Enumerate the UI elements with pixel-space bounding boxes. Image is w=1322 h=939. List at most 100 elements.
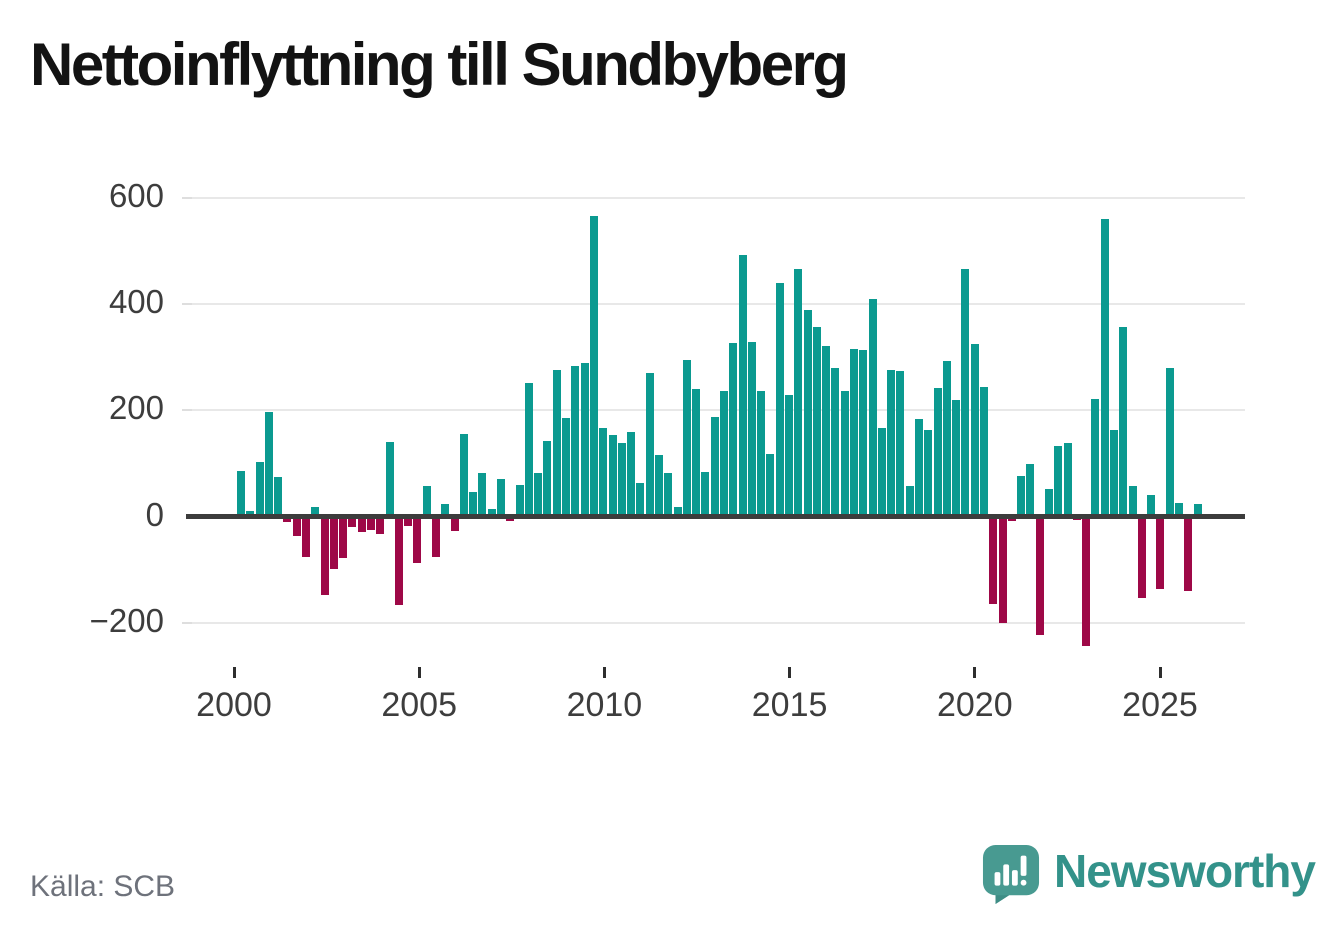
bar — [627, 431, 636, 517]
bar — [719, 391, 728, 517]
bar — [292, 516, 301, 536]
y-axis-tick — [182, 621, 192, 624]
bar — [914, 419, 923, 517]
bar — [812, 327, 821, 517]
bar — [970, 344, 979, 517]
page-title: Nettoinflyttning till Sundbyberg — [30, 31, 849, 98]
gridline — [190, 621, 1245, 624]
bar — [339, 516, 348, 558]
bar — [617, 442, 626, 517]
y-axis-tick — [182, 303, 192, 305]
x-axis-tick — [417, 667, 421, 678]
bar — [645, 373, 654, 517]
bar — [980, 386, 988, 517]
bar — [497, 479, 506, 517]
bar — [478, 472, 487, 517]
x-axis-tick-label: 2000 — [196, 686, 272, 724]
bar — [775, 282, 784, 517]
bar — [896, 370, 905, 517]
bar — [738, 254, 747, 517]
bar — [1119, 326, 1128, 517]
bar — [422, 485, 431, 517]
speech-bubble-shape — [982, 845, 1040, 904]
bar — [673, 507, 682, 517]
bar — [367, 516, 376, 530]
bar — [887, 370, 896, 517]
bar — [952, 400, 961, 517]
bar — [989, 516, 998, 605]
bar — [571, 365, 580, 517]
x-axis-tick-label: 2020 — [936, 686, 1013, 724]
bar — [794, 269, 803, 517]
bar — [1100, 219, 1109, 517]
bar — [701, 472, 710, 517]
bar — [859, 350, 868, 517]
bar — [1054, 446, 1063, 517]
bar — [1110, 429, 1119, 517]
x-axis-tick — [788, 667, 792, 678]
bar — [1063, 443, 1072, 517]
bar — [933, 388, 942, 517]
gridline — [190, 196, 1245, 199]
bar — [543, 441, 552, 517]
bar — [1137, 516, 1146, 599]
y-axis-tick-label: 400 — [108, 283, 164, 320]
bar — [237, 471, 245, 517]
bar — [868, 299, 877, 517]
bar — [283, 516, 292, 522]
bar — [459, 433, 468, 517]
bar — [534, 473, 543, 517]
x-axis-tick — [232, 667, 236, 678]
bar — [311, 507, 320, 517]
bar — [803, 310, 812, 517]
bar — [766, 454, 775, 517]
y-axis-tick-label: −200 — [89, 601, 164, 639]
gridline — [190, 409, 1245, 412]
bar — [831, 367, 840, 517]
bar — [654, 455, 663, 517]
bar — [515, 485, 524, 517]
x-axis-tick — [973, 667, 977, 678]
y-axis-tick — [182, 409, 192, 412]
speech-bubble-shade — [995, 895, 1010, 904]
bar — [664, 473, 673, 517]
bar — [682, 359, 691, 517]
newsworthy-logo: Newsworthy — [982, 842, 1316, 906]
bar — [1184, 516, 1193, 591]
bar — [942, 361, 951, 517]
bar — [589, 215, 598, 517]
y-axis-tick-label: 0 — [145, 495, 164, 533]
bar — [961, 269, 970, 517]
bar — [998, 516, 1007, 623]
bar — [905, 485, 914, 517]
x-axis-tick — [1158, 667, 1162, 678]
source-label: Källa: SCB — [30, 870, 176, 903]
bar — [1175, 503, 1184, 517]
bar — [1082, 516, 1091, 646]
bar — [729, 342, 738, 517]
bar — [1156, 516, 1165, 590]
bar — [822, 345, 831, 517]
x-axis-tick-label: 2025 — [1122, 686, 1198, 724]
bar — [524, 382, 533, 517]
bar — [264, 411, 273, 517]
x-axis-tick-label: 2015 — [751, 686, 828, 724]
bar — [710, 417, 719, 517]
y-axis-tick — [182, 196, 192, 199]
bar — [580, 362, 589, 517]
bar — [1193, 504, 1202, 517]
bar — [924, 429, 933, 517]
bar — [1017, 475, 1026, 517]
bar — [441, 504, 450, 517]
gridline — [190, 303, 1245, 305]
newsworthy-logo-text: Newsworthy — [1054, 845, 1316, 897]
bar — [747, 341, 756, 517]
bar — [599, 427, 608, 517]
bar — [562, 417, 571, 517]
bar — [877, 427, 886, 517]
bar — [1128, 485, 1137, 517]
bar — [1035, 516, 1044, 635]
bar — [404, 516, 413, 526]
